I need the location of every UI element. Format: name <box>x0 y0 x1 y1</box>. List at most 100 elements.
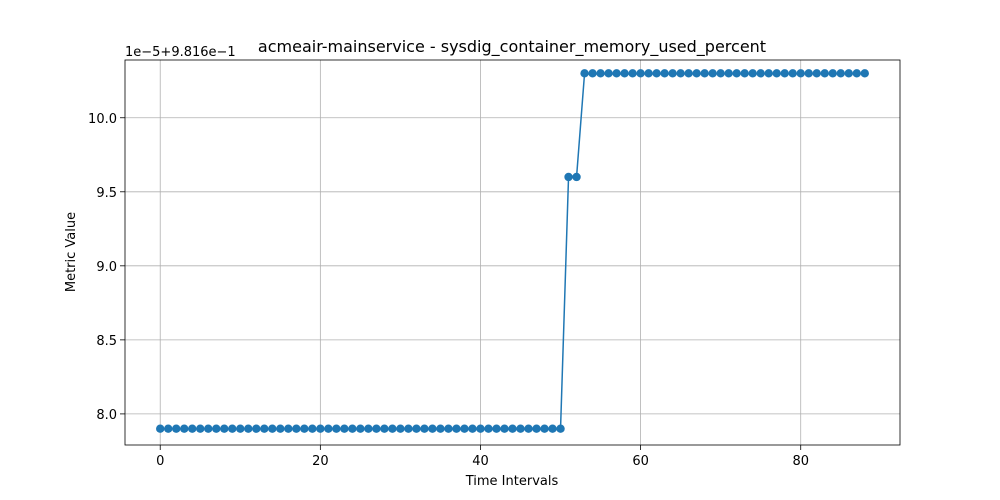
data-point <box>220 424 229 433</box>
data-point <box>636 69 645 78</box>
data-point <box>164 424 173 433</box>
data-point <box>588 69 597 78</box>
data-point <box>812 69 821 78</box>
data-point <box>740 69 749 78</box>
data-point <box>644 69 653 78</box>
data-point <box>476 424 485 433</box>
data-point <box>244 424 253 433</box>
data-point <box>308 424 317 433</box>
y-axis-label: Metric Value <box>64 212 79 292</box>
data-point <box>676 69 685 78</box>
data-point <box>284 424 293 433</box>
x-tick-label: 40 <box>472 454 489 469</box>
data-point <box>548 424 557 433</box>
data-point <box>268 424 277 433</box>
data-point <box>388 424 397 433</box>
y-tick-label: 8.5 <box>96 334 117 349</box>
data-point <box>236 424 245 433</box>
data-point <box>620 69 629 78</box>
data-point <box>484 424 493 433</box>
y-tick-label: 8.0 <box>96 408 117 423</box>
data-point <box>604 69 613 78</box>
chart-title: acmeair-mainservice - sysdig_container_m… <box>258 37 766 57</box>
data-point <box>524 424 533 433</box>
data-point <box>420 424 429 433</box>
data-point <box>492 424 501 433</box>
data-point <box>756 69 765 78</box>
data-point <box>204 424 213 433</box>
data-point <box>156 424 165 433</box>
data-point <box>428 424 437 433</box>
data-point <box>340 424 349 433</box>
data-point <box>540 424 549 433</box>
data-point <box>172 424 181 433</box>
data-point <box>660 69 669 78</box>
y-tick-label: 10.0 <box>88 112 117 127</box>
data-point <box>764 69 773 78</box>
data-point <box>324 424 333 433</box>
x-axis-label: Time Intervals <box>465 474 559 489</box>
data-point <box>380 424 389 433</box>
data-point <box>700 69 709 78</box>
y-offset-label: 1e−5+9.816e−1 <box>125 45 236 60</box>
data-point <box>212 424 221 433</box>
data-point <box>228 424 237 433</box>
data-point <box>556 424 565 433</box>
data-point <box>444 424 453 433</box>
x-tick-label: 20 <box>312 454 329 469</box>
x-tick-label: 60 <box>632 454 649 469</box>
y-tick-label: 9.5 <box>96 186 117 201</box>
data-point <box>860 69 869 78</box>
data-point <box>460 424 469 433</box>
data-series <box>156 69 869 433</box>
data-point <box>260 424 269 433</box>
data-point <box>364 424 373 433</box>
data-point <box>452 424 461 433</box>
axis-ticks: 0 20 40 60 80 8.0 8.5 9.0 9.5 10.0 <box>88 112 809 469</box>
data-point <box>252 424 261 433</box>
data-point <box>844 69 853 78</box>
data-point <box>580 69 589 78</box>
data-point <box>668 69 677 78</box>
y-tick-label: 9.0 <box>96 260 117 275</box>
data-point <box>188 424 197 433</box>
data-point <box>804 69 813 78</box>
data-point <box>772 69 781 78</box>
data-point <box>612 69 621 78</box>
data-point <box>852 69 861 78</box>
data-point <box>716 69 725 78</box>
data-point <box>692 69 701 78</box>
data-point <box>332 424 341 433</box>
data-point <box>436 424 445 433</box>
data-point <box>724 69 733 78</box>
data-point <box>412 424 421 433</box>
data-point <box>372 424 381 433</box>
data-point <box>348 424 357 433</box>
data-point <box>820 69 829 78</box>
data-point <box>708 69 717 78</box>
data-point <box>356 424 365 433</box>
data-point <box>508 424 517 433</box>
data-point <box>748 69 757 78</box>
grid-lines <box>125 60 900 445</box>
data-point <box>652 69 661 78</box>
data-point <box>828 69 837 78</box>
data-point <box>404 424 413 433</box>
data-point <box>500 424 509 433</box>
data-point <box>516 424 525 433</box>
data-point <box>292 424 301 433</box>
data-point <box>796 69 805 78</box>
data-point <box>532 424 541 433</box>
data-point <box>788 69 797 78</box>
plot-frame <box>124 59 901 446</box>
data-point <box>628 69 637 78</box>
data-point <box>180 424 189 433</box>
data-point <box>196 424 205 433</box>
x-tick-label: 0 <box>156 454 164 469</box>
data-point <box>596 69 605 78</box>
data-point <box>732 69 741 78</box>
data-point <box>572 172 581 182</box>
data-point <box>316 424 325 433</box>
